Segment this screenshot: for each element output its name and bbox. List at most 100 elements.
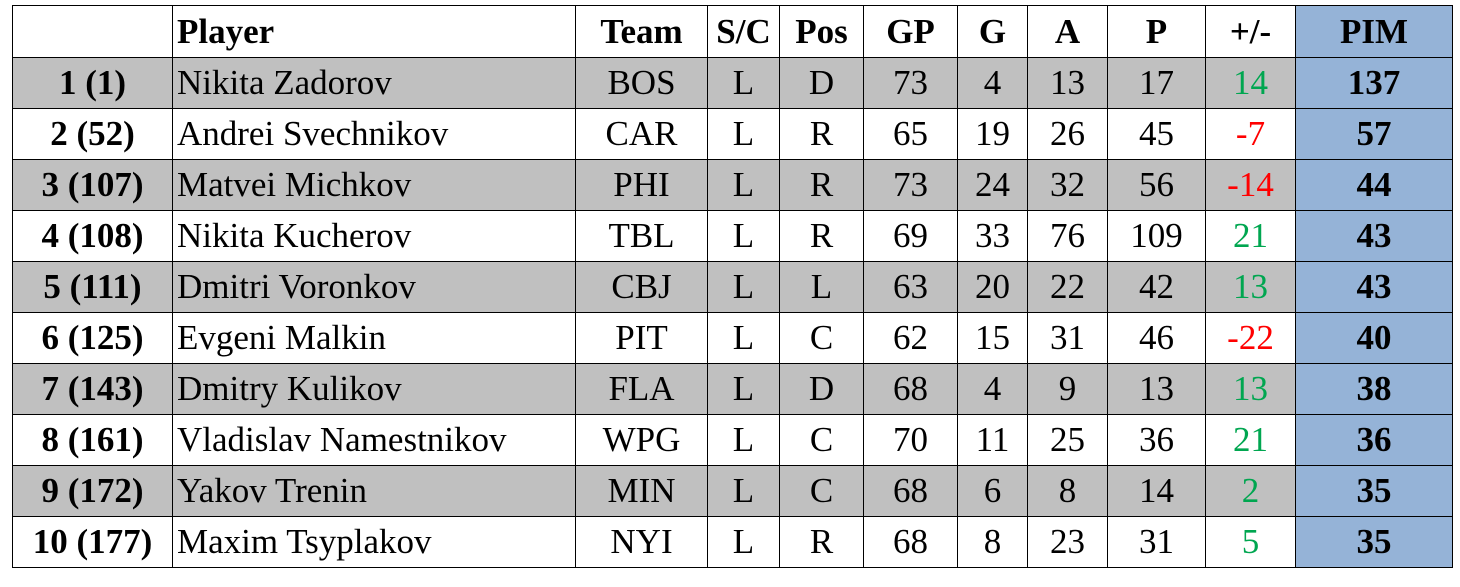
goals-cell: 15: [957, 312, 1028, 364]
position-cell: C: [779, 312, 864, 364]
assists-cell: 13: [1027, 57, 1108, 109]
plus-minus-cell: 13: [1205, 261, 1296, 313]
data-row: 8 (161) Vladislav Namestnikov WPG L C 70 11 25 3…: [12, 414, 1453, 466]
team-cell: TBL: [575, 210, 708, 262]
games-played-cell: 65: [863, 108, 958, 160]
position-cell: C: [779, 465, 864, 517]
header-cell: +/-: [1205, 5, 1296, 58]
penalty-minutes-cell: 35: [1295, 516, 1453, 568]
player-cell: Nikita Kucherov: [172, 210, 576, 262]
shoots-cell: L: [707, 210, 780, 262]
header-cell: GP: [863, 5, 958, 58]
player-cell: Maxim Tsyplakov: [172, 516, 576, 568]
position-cell: R: [779, 210, 864, 262]
penalty-minutes-cell: 137: [1295, 57, 1453, 109]
team-cell: NYI: [575, 516, 708, 568]
goals-cell: 4: [957, 363, 1028, 415]
games-played-cell: 62: [863, 312, 958, 364]
shoots-cell: L: [707, 57, 780, 109]
plus-minus-cell: -7: [1205, 108, 1296, 160]
header-cell: P: [1107, 5, 1206, 58]
stats-table-wrap: Player Team S/C Pos GP G A P +/- PIM 1 (1) Nikita Z…: [12, 5, 1453, 568]
points-cell: 42: [1107, 261, 1206, 313]
rank-cell: 4 (108): [12, 210, 173, 262]
player-cell: Matvei Michkov: [172, 159, 576, 211]
penalty-minutes-cell: 40: [1295, 312, 1453, 364]
plus-minus-cell: 13: [1205, 363, 1296, 415]
plus-minus-cell: -14: [1205, 159, 1296, 211]
rank-cell: 10 (177): [12, 516, 173, 568]
games-played-cell: 68: [863, 363, 958, 415]
games-played-cell: 63: [863, 261, 958, 313]
assists-cell: 25: [1027, 414, 1108, 466]
goals-cell: 19: [957, 108, 1028, 160]
team-cell: FLA: [575, 363, 708, 415]
points-cell: 56: [1107, 159, 1206, 211]
player-cell: Andrei Svechnikov: [172, 108, 576, 160]
goals-cell: 11: [957, 414, 1028, 466]
penalty-minutes-cell: 38: [1295, 363, 1453, 415]
header-cell: G: [957, 5, 1028, 58]
games-played-cell: 68: [863, 516, 958, 568]
player-cell: Evgeni Malkin: [172, 312, 576, 364]
header-cell: PIM: [1295, 5, 1453, 58]
assists-cell: 8: [1027, 465, 1108, 517]
goals-cell: 4: [957, 57, 1028, 109]
position-cell: L: [779, 261, 864, 313]
points-cell: 14: [1107, 465, 1206, 517]
data-row: 6 (125) Evgeni Malkin PIT L C 62 15 31 46 -22 40: [12, 312, 1453, 364]
shoots-cell: L: [707, 363, 780, 415]
header-cell: Pos: [779, 5, 864, 58]
penalty-minutes-cell: 36: [1295, 414, 1453, 466]
position-cell: D: [779, 363, 864, 415]
goals-cell: 20: [957, 261, 1028, 313]
shoots-cell: L: [707, 312, 780, 364]
team-cell: BOS: [575, 57, 708, 109]
player-cell: Vladislav Namestnikov: [172, 414, 576, 466]
player-cell: Dmitri Voronkov: [172, 261, 576, 313]
plus-minus-cell: -22: [1205, 312, 1296, 364]
points-cell: 13: [1107, 363, 1206, 415]
penalty-minutes-cell: 43: [1295, 261, 1453, 313]
games-played-cell: 70: [863, 414, 958, 466]
shoots-cell: L: [707, 159, 780, 211]
assists-cell: 9: [1027, 363, 1108, 415]
rank-cell: 3 (107): [12, 159, 173, 211]
penalty-minutes-cell: 57: [1295, 108, 1453, 160]
assists-cell: 32: [1027, 159, 1108, 211]
data-row: 5 (111) Dmitri Voronkov CBJ L L 63 20 22 42 13 43: [12, 261, 1453, 313]
shoots-cell: L: [707, 465, 780, 517]
rank-cell: 6 (125): [12, 312, 173, 364]
goals-cell: 6: [957, 465, 1028, 517]
games-played-cell: 73: [863, 57, 958, 109]
position-cell: R: [779, 108, 864, 160]
goals-cell: 24: [957, 159, 1028, 211]
points-cell: 36: [1107, 414, 1206, 466]
rank-cell: 5 (111): [12, 261, 173, 313]
header-cell: Player: [172, 5, 576, 58]
data-row: 1 (1) Nikita Zadorov BOS L D 73 4 13 17 14 137: [12, 57, 1453, 109]
shoots-cell: L: [707, 261, 780, 313]
data-row: 4 (108) Nikita Kucherov TBL L R 69 33 76 109 21 43: [12, 210, 1453, 262]
player-cell: Yakov Trenin: [172, 465, 576, 517]
position-cell: C: [779, 414, 864, 466]
rank-cell: 7 (143): [12, 363, 173, 415]
header-row: Player Team S/C Pos GP G A P +/- PIM: [12, 5, 1453, 58]
position-cell: D: [779, 57, 864, 109]
points-cell: 45: [1107, 108, 1206, 160]
team-cell: PIT: [575, 312, 708, 364]
penalty-minutes-cell: 44: [1295, 159, 1453, 211]
shoots-cell: L: [707, 414, 780, 466]
rank-cell: 9 (172): [12, 465, 173, 517]
team-cell: MIN: [575, 465, 708, 517]
player-cell: Dmitry Kulikov: [172, 363, 576, 415]
goals-cell: 8: [957, 516, 1028, 568]
goals-cell: 33: [957, 210, 1028, 262]
assists-cell: 23: [1027, 516, 1108, 568]
plus-minus-cell: 21: [1205, 210, 1296, 262]
penalty-minutes-cell: 35: [1295, 465, 1453, 517]
assists-cell: 76: [1027, 210, 1108, 262]
data-row: 3 (107) Matvei Michkov PHI L R 73 24 32 56 -14 44: [12, 159, 1453, 211]
position-cell: R: [779, 516, 864, 568]
